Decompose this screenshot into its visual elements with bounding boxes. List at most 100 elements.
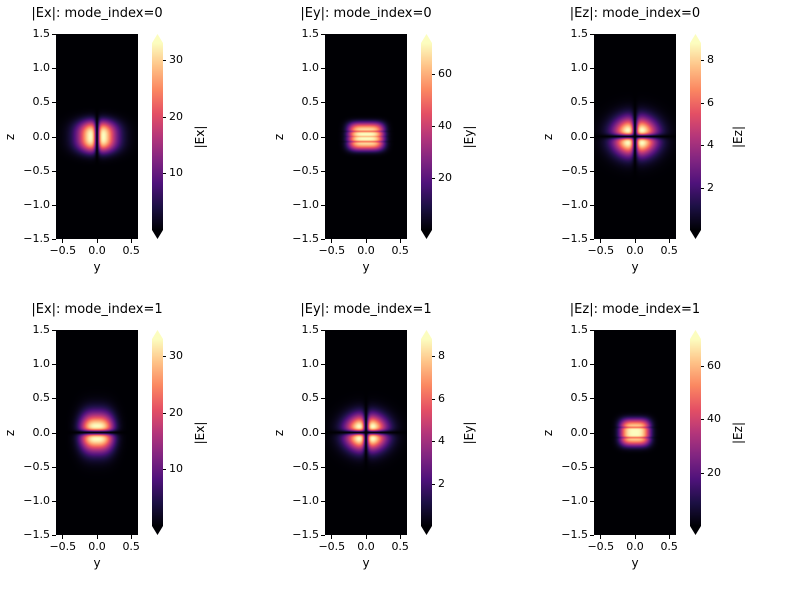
x-axis-label: y (93, 260, 101, 274)
x-tick-label: −0.5 (49, 540, 77, 553)
y-tick-label: 1.5 (301, 323, 320, 336)
colorbar-label: |Ex| (193, 421, 207, 444)
tick-mark (321, 535, 325, 536)
y-tick-label: 0.0 (301, 425, 320, 439)
y-tick-label: −1.5 (292, 232, 319, 245)
colorbar-tick-mark (432, 483, 435, 485)
x-tick-label: −0.5 (587, 244, 615, 257)
colorbar-tick-mark (163, 60, 166, 61)
x-tick-label: 0.0 (88, 540, 106, 553)
colorbar-tick-mark (701, 365, 704, 367)
y-tick-label: −0.5 (292, 163, 319, 177)
tick-mark (321, 68, 325, 70)
x-tick-label: 0.5 (391, 244, 409, 257)
plot-title: |Ey|: mode_index=1 (300, 302, 432, 317)
tick-mark (590, 136, 594, 138)
colorbar-tick-mark (701, 102, 704, 104)
tick-mark (96, 239, 98, 243)
tick-mark (590, 34, 594, 35)
tick-mark (590, 239, 594, 240)
tick-mark (600, 535, 602, 539)
y-tick-label: −0.5 (292, 459, 319, 473)
y-tick-label: −0.5 (561, 163, 588, 177)
plot-title: |Ey|: mode_index=0 (300, 6, 432, 21)
colorbar-tick-mark (432, 398, 435, 400)
colorbar-tick-label: 6 (438, 391, 445, 405)
y-tick-label: 0.0 (32, 425, 51, 439)
y-tick-label: 0.5 (32, 95, 51, 109)
tick-mark (130, 535, 132, 539)
tick-mark (52, 204, 56, 206)
tick-mark (590, 364, 594, 366)
colorbar-label: |Ez| (731, 421, 745, 444)
x-tick-label: 0.0 (357, 540, 375, 553)
colorbar-tick-mark (432, 356, 435, 357)
tick-mark (321, 34, 325, 35)
tick-mark (365, 239, 367, 243)
heatmap-canvas (594, 34, 676, 239)
colorbar (421, 330, 432, 535)
plot-area (594, 34, 676, 239)
x-tick-label: 0.0 (626, 540, 644, 553)
tick-mark (321, 432, 325, 434)
colorbar-tick-label: 30 (169, 53, 183, 66)
subplot-ey-mode1: |Ey|: mode_index=1 z 1.5 1.0 0.5 0.0 −0.5 −1.0−… (269, 300, 538, 590)
tick-mark (321, 102, 325, 104)
tick-mark (590, 432, 594, 434)
colorbar (152, 330, 163, 535)
y-tick-label: −0.5 (23, 163, 50, 177)
colorbar-tick-label: 8 (438, 349, 445, 362)
x-tick-label: 0.5 (660, 244, 678, 257)
subplot-ez-mode1: |Ez|: mode_index=1 z 1.5 1.0 0.5 0.0 −0.5 −1.0−… (538, 300, 807, 590)
colorbar-tick-label: 40 (707, 412, 721, 426)
colorbar (421, 34, 432, 239)
tick-mark (590, 68, 594, 70)
x-tick-label: −0.5 (587, 540, 615, 553)
colorbar-tick-label: 60 (438, 67, 452, 81)
y-tick-label: 0.0 (32, 129, 51, 143)
x-axis-label: y (362, 260, 370, 274)
colorbar-tick-mark (163, 469, 166, 471)
subplot-ey-mode0: |Ey|: mode_index=0 z 1.5 1.0 0.5 0.0 −0.5 −1.0−… (269, 4, 538, 294)
tick-mark (590, 466, 594, 468)
colorbar-label: |Ex| (193, 125, 207, 148)
plot-area (325, 34, 407, 239)
y-tick-label: −1.0 (23, 197, 50, 211)
y-tick-label: −0.5 (23, 459, 50, 473)
tick-mark (52, 330, 56, 331)
colorbar-tick-mark (432, 178, 435, 180)
y-tick-label: 1.5 (570, 323, 589, 336)
colorbar-tick-label: 2 (707, 180, 714, 194)
y-tick-label: −1.5 (561, 528, 588, 541)
plot-title: |Ex|: mode_index=0 (31, 6, 163, 21)
colorbar-tick-label: 2 (438, 476, 445, 490)
colorbar-tick-mark (163, 412, 166, 414)
y-tick-label: 1.5 (32, 323, 51, 336)
y-tick-label: 1.0 (32, 61, 51, 75)
tick-mark (52, 102, 56, 104)
y-tick-label: 1.5 (570, 27, 589, 40)
x-tick-label: 0.5 (122, 244, 140, 257)
tick-mark (52, 136, 56, 138)
y-tick-label: 1.0 (570, 61, 589, 75)
x-tick-label: 0.0 (88, 244, 106, 257)
tick-mark (321, 239, 325, 240)
tick-mark (52, 466, 56, 468)
y-tick-label: −1.0 (23, 493, 50, 507)
tick-mark (62, 535, 64, 539)
plot-title: |Ex|: mode_index=1 (31, 302, 163, 317)
x-tick-label: −0.5 (318, 244, 346, 257)
x-axis-label: y (631, 556, 639, 570)
y-tick-label: 0.5 (301, 391, 320, 405)
colorbar-tick-label: 10 (169, 462, 183, 476)
tick-mark (590, 535, 594, 536)
y-tick-label: 1.0 (32, 357, 51, 371)
y-tick-label: 1.0 (301, 357, 320, 371)
tick-mark (52, 432, 56, 434)
colorbar-label: |Ey| (462, 125, 476, 148)
tick-mark (321, 330, 325, 331)
colorbar-tick-mark (701, 187, 704, 189)
tick-mark (52, 535, 56, 536)
subplot-ex-mode0: |Ex|: mode_index=0 z 1.5 1.0 0.5 0.0 −0.5 −1.0−… (0, 4, 269, 294)
